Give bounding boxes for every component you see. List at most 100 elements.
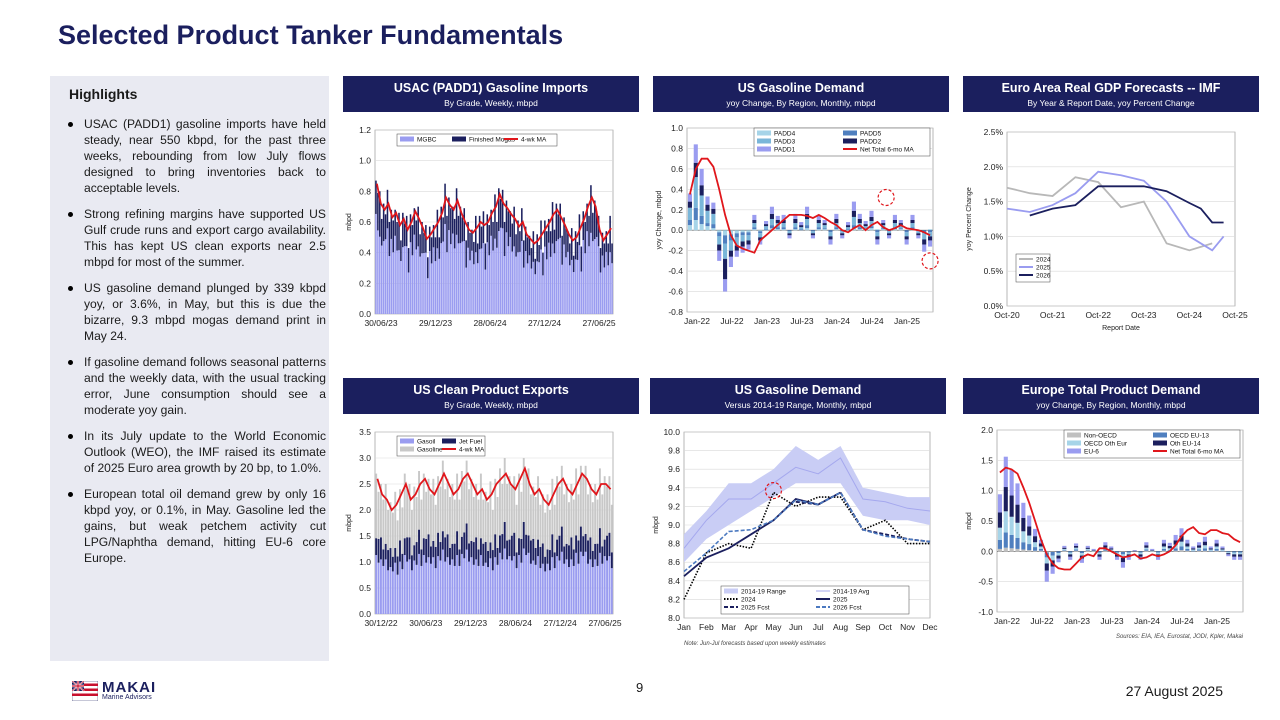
bar-gasoil <box>556 556 559 614</box>
bar-padd3 <box>851 216 856 226</box>
bar-gasoline <box>451 484 454 544</box>
bar-finished-mogas <box>427 257 429 279</box>
bar-padd1 <box>781 214 786 220</box>
y-tick-label: 0.0 <box>671 225 683 235</box>
bar-oecd-eu-13 <box>1191 550 1196 552</box>
bar-non-oecd <box>1021 549 1026 552</box>
bar-mgbc <box>578 245 581 314</box>
bar-padd4 <box>699 224 704 231</box>
legend-label: 2025 <box>833 597 848 604</box>
bar-non-oecd <box>1015 548 1020 552</box>
bar-padd4 <box>875 229 880 231</box>
us-gasoline-yoy-chart: -0.8 -0.6 -0.4 -0.2 0.0 0.2 0.4 0.6 0.8 1.0 yoy Ch… <box>656 123 939 326</box>
bar-finished-mogas <box>398 212 400 251</box>
bar-gasoline <box>472 497 475 543</box>
bar-oecd-oth-eur <box>1202 545 1207 549</box>
bar-mgbc <box>375 213 377 314</box>
bar-gasoline <box>577 494 580 541</box>
bar-gasoil <box>456 555 459 614</box>
legend-swatch <box>724 588 738 594</box>
bar-jet-fuel <box>596 543 599 566</box>
bar-gasoline <box>437 476 440 533</box>
bar-padd2 <box>875 236 880 240</box>
bar-jet-fuel <box>513 532 516 557</box>
bar-oth-eu-14 <box>1132 550 1137 552</box>
y-tick-label: 0.6 <box>359 217 371 227</box>
bar-padd3 <box>752 223 757 228</box>
bar-oth-eu-14 <box>1144 545 1149 548</box>
makai-logo: MAKAI Marine Advisors <box>71 679 155 706</box>
bar-finished-mogas <box>403 223 406 247</box>
bar-padd2 <box>711 208 716 214</box>
chart-title: US Clean Product Exports <box>413 383 569 397</box>
bar-jet-fuel <box>584 533 587 552</box>
bar-padd5 <box>928 230 933 233</box>
bar-jet-fuel <box>418 529 420 554</box>
x-tick-label: Jul-24 <box>860 316 883 326</box>
bar-padd1 <box>816 214 821 220</box>
bar-padd1 <box>705 196 710 205</box>
bar-finished-mogas <box>457 215 460 244</box>
bar-oecd-eu-13 <box>1197 549 1202 551</box>
bar-oecd-oth-eur <box>1068 552 1073 555</box>
y-tick-label: -0.5 <box>978 577 993 587</box>
y-tick-label: -0.2 <box>668 246 683 256</box>
bar-padd1 <box>769 206 774 214</box>
legend-label: 2014-19 Avg <box>833 589 870 596</box>
bar-padd4 <box>740 230 745 233</box>
bar-padd5 <box>728 234 733 241</box>
bar-mgbc <box>559 237 561 314</box>
bar-oecd-eu-13 <box>1120 551 1125 555</box>
bar-jet-fuel <box>587 540 589 564</box>
bar-mgbc <box>549 256 552 314</box>
bar-gasoline <box>394 491 397 549</box>
plot-area <box>374 431 614 615</box>
x-tick-label: Jan <box>677 622 691 632</box>
bar-mgbc <box>476 263 479 314</box>
bar-padd3 <box>840 231 845 234</box>
bar-oth-eu-14 <box>1027 526 1032 536</box>
x-tick-label: 29/12/23 <box>454 618 487 628</box>
bar-finished-mogas <box>451 206 454 234</box>
legend-swatch <box>442 438 456 444</box>
bar-jet-fuel <box>589 537 592 560</box>
bar-padd2 <box>846 225 851 228</box>
bar-gasoline <box>453 499 456 544</box>
bar-gasoline <box>503 458 506 522</box>
line-2024 <box>1006 176 1213 252</box>
bar-oth-eu-14 <box>1161 543 1166 547</box>
bar-gasoline <box>553 504 556 553</box>
bar-mgbc <box>377 230 379 314</box>
bar-gasoline <box>387 510 390 551</box>
bar-padd2 <box>687 201 692 208</box>
bar-finished-mogas <box>482 211 485 244</box>
bar-gasoline <box>406 489 409 538</box>
bar-finished-mogas <box>375 180 377 214</box>
bar-padd3 <box>740 235 745 242</box>
bar-gasoil <box>401 569 404 614</box>
bar-finished-mogas <box>509 211 512 237</box>
bar-gasoil <box>460 553 463 614</box>
bar-mgbc <box>400 261 402 314</box>
bar-padd3 <box>769 218 774 226</box>
bar-mgbc <box>609 252 611 314</box>
bar-jet-fuel <box>558 535 561 561</box>
bar-finished-mogas <box>511 223 514 252</box>
bar-jet-fuel <box>384 543 387 560</box>
bar-padd4 <box>705 226 710 231</box>
bar-oecd-eu-13 <box>1115 551 1120 553</box>
bar-padd4 <box>881 229 886 231</box>
bar-gasoline <box>410 510 413 556</box>
bar-gasoline <box>441 460 444 532</box>
x-tick-label: 30/06/23 <box>364 318 397 328</box>
bar-gasoline <box>477 499 480 550</box>
bar-gasoil <box>475 559 478 614</box>
bar-oth-eu-14 <box>1068 554 1073 557</box>
logo-name: MAKAI <box>102 679 157 696</box>
legend-label: 4-wk MA <box>459 447 485 454</box>
bar-mgbc <box>540 249 542 314</box>
bar-gasoil <box>548 570 551 614</box>
bar-finished-mogas <box>565 228 567 258</box>
bar-mgbc <box>526 263 529 314</box>
bar-oecd-eu-13 <box>1238 551 1243 553</box>
